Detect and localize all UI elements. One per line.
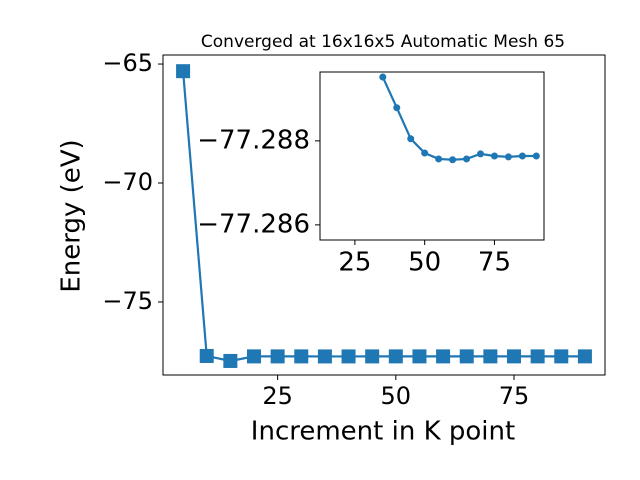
- marker: [270, 349, 285, 364]
- y-tick-label: −65: [102, 49, 153, 77]
- marker: [490, 152, 498, 160]
- marker: [463, 155, 471, 163]
- marker: [507, 349, 521, 364]
- x-tick-label: 25: [262, 382, 293, 410]
- x-tick-label: 50: [408, 248, 441, 278]
- marker: [223, 353, 238, 368]
- x-tick-label: 75: [478, 248, 511, 278]
- y-tick-label: −77.286: [197, 209, 310, 239]
- y-axis-label: Energy (eV): [57, 139, 87, 292]
- marker: [407, 135, 415, 143]
- marker: [199, 348, 214, 363]
- marker: [554, 349, 569, 364]
- marker: [294, 349, 309, 364]
- marker: [176, 64, 191, 79]
- y-tick-label: −75: [102, 287, 153, 315]
- marker: [435, 155, 443, 163]
- marker: [577, 349, 592, 364]
- x-tick-label: 75: [499, 382, 530, 410]
- chart-title: Converged at 16x16x5 Automatic Mesh 65: [201, 32, 565, 52]
- marker: [530, 349, 545, 364]
- marker: [379, 73, 387, 81]
- marker: [518, 152, 526, 160]
- marker: [504, 153, 512, 161]
- marker: [365, 349, 380, 364]
- marker: [459, 349, 474, 364]
- marker: [317, 349, 332, 364]
- marker: [532, 152, 540, 160]
- marker: [393, 104, 401, 112]
- marker: [247, 349, 261, 364]
- marker: [483, 349, 498, 364]
- marker: [412, 349, 427, 364]
- marker: [436, 349, 451, 364]
- marker: [421, 149, 429, 157]
- x-tick-label: 50: [381, 382, 412, 410]
- x-tick-label: 25: [338, 248, 371, 278]
- y-tick-label: −70: [102, 168, 153, 196]
- marker: [388, 349, 403, 364]
- marker: [449, 156, 457, 164]
- marker: [341, 349, 356, 364]
- y-tick-label: −77.288: [197, 125, 310, 155]
- x-axis-label: Increment in K point: [251, 417, 515, 447]
- marker: [476, 150, 484, 158]
